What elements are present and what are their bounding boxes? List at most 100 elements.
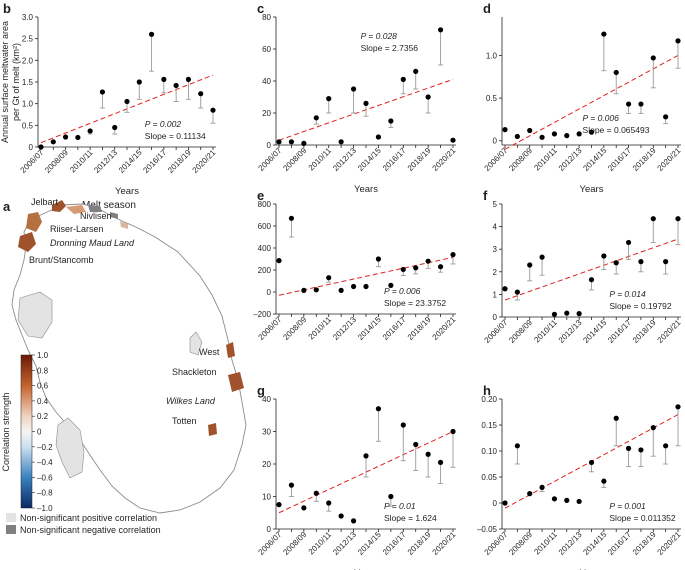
data-point — [601, 31, 607, 37]
data-point — [350, 518, 357, 524]
panel-label-d: d — [483, 1, 491, 16]
colorbar-tick-label: –0.6 — [37, 473, 53, 482]
slope-label: Slope = 0.19792 — [609, 301, 671, 311]
label-wilkes: Wilkes Land — [166, 396, 216, 406]
data-point — [124, 98, 130, 105]
data-point — [363, 453, 369, 459]
data-point — [38, 144, 44, 150]
data-point — [388, 118, 394, 124]
x-tick-label: 2014/15 — [581, 146, 608, 173]
data-point — [425, 94, 431, 100]
region-dronning-maud — [66, 205, 86, 214]
data-point — [625, 239, 632, 246]
x-tick-label: 2010/11 — [307, 530, 334, 557]
x-axis-label: Years — [354, 568, 378, 570]
data-point — [514, 443, 520, 449]
data-point — [301, 505, 307, 511]
data-point — [527, 262, 533, 268]
data-point — [613, 69, 619, 76]
data-point — [350, 86, 357, 92]
data-point — [425, 258, 431, 264]
data-point — [99, 89, 106, 95]
data-point — [161, 76, 167, 82]
ronne-ice-shelf — [17, 291, 53, 339]
x-tick-label: 2018/19 — [406, 530, 433, 557]
data-point — [539, 484, 545, 490]
data-point — [663, 259, 669, 265]
data-point — [625, 445, 632, 451]
x-tick-label: 2018/19 — [631, 146, 658, 173]
data-point — [613, 415, 619, 421]
x-tick-label: 2010/11 — [68, 148, 95, 175]
x-tick-label: 2018/19 — [631, 318, 658, 345]
p-value-label: P = 0.014 — [609, 289, 646, 299]
data-point — [338, 513, 344, 519]
region-shackleton — [228, 372, 244, 392]
x-axis-label: Years — [580, 184, 604, 195]
data-point — [301, 287, 307, 293]
region-small-1 — [110, 212, 118, 219]
data-point — [437, 27, 444, 33]
data-point — [313, 287, 319, 293]
legend-negative-swatch — [6, 525, 16, 534]
data-point — [514, 289, 520, 295]
data-point — [588, 459, 595, 466]
trend-line — [504, 54, 679, 150]
x-tick-label: 2014/15 — [581, 318, 608, 345]
x-tick-label: 2016/17 — [606, 146, 633, 173]
colorbar-label: Correlation strength — [1, 392, 11, 471]
data-point — [173, 82, 179, 89]
x-tick-label: 2012/13 — [557, 530, 584, 557]
y-tick-label: 0.5 — [486, 94, 498, 103]
data-point — [527, 127, 533, 134]
y-tick-label: 800 — [258, 200, 272, 209]
x-tick-label: 2020/21 — [656, 318, 683, 345]
data-point — [588, 129, 595, 135]
slope-label: Slope = 23.3752 — [384, 298, 446, 308]
y-tick-label: 2.5 — [22, 35, 34, 44]
x-tick-label: 2008/09 — [507, 530, 534, 557]
chart-panel-b: b00.51.01.52.02.53.02006/072008/092010/1… — [0, 1, 218, 197]
x-axis-label: Years — [580, 568, 604, 570]
x-tick-label: 2016/17 — [606, 530, 633, 557]
data-point — [551, 311, 558, 317]
chart-panel-c: c0204060802006/072008/092010/112012/1320… — [257, 1, 458, 195]
data-point — [437, 459, 444, 465]
x-tick-label: 2012/13 — [557, 146, 584, 173]
y-axis-label: Annual surface meltwater area — [0, 21, 10, 143]
data-point — [313, 115, 319, 121]
colorbar-tick-label: –1.0 — [37, 504, 53, 513]
ross-ice-shelf — [55, 417, 85, 479]
y-tick-label: 3 — [493, 245, 498, 254]
data-point — [650, 216, 656, 222]
y-tick-label: 0 — [493, 137, 498, 146]
x-tick-label: 2018/19 — [406, 146, 433, 173]
p-value-label: P = 0.006 — [583, 113, 620, 123]
x-tick-label: 2008/09 — [43, 148, 70, 175]
chart-panel-g: g0102030402006/072008/092010/112012/1320… — [257, 383, 458, 570]
data-point — [326, 275, 332, 281]
x-tick-label: 2020/21 — [191, 148, 218, 175]
data-point — [576, 311, 582, 317]
colorbar-tick-label: 0 — [37, 428, 42, 437]
data-point — [148, 31, 155, 37]
y-tick-label: 600 — [258, 222, 272, 231]
x-tick-label: 2020/21 — [431, 315, 458, 342]
data-point — [388, 282, 394, 288]
data-point — [450, 252, 456, 258]
x-tick-label: 2014/15 — [356, 530, 383, 557]
colorbar-tick-label: 0.6 — [37, 382, 49, 391]
data-point — [527, 491, 533, 497]
slope-label: Slope = 0.065493 — [583, 125, 650, 135]
data-point — [564, 133, 570, 139]
colorbar-tick-label: 0.4 — [37, 397, 49, 406]
x-tick-label: 2008/09 — [507, 318, 534, 345]
chart-panel-d: d 0 0.5 1.0 2006/072008/092010/112012/132014… — [483, 1, 683, 195]
y-tick-label: 1.0 — [22, 100, 34, 109]
label-west: West — [199, 347, 220, 357]
x-tick-label: 2008/09 — [281, 146, 308, 173]
x-tick-label: 2016/17 — [381, 530, 408, 557]
x-tick-label: 2012/13 — [92, 148, 119, 175]
x-tick-label: 2014/15 — [356, 315, 383, 342]
y-tick-label: 1 — [493, 290, 498, 299]
